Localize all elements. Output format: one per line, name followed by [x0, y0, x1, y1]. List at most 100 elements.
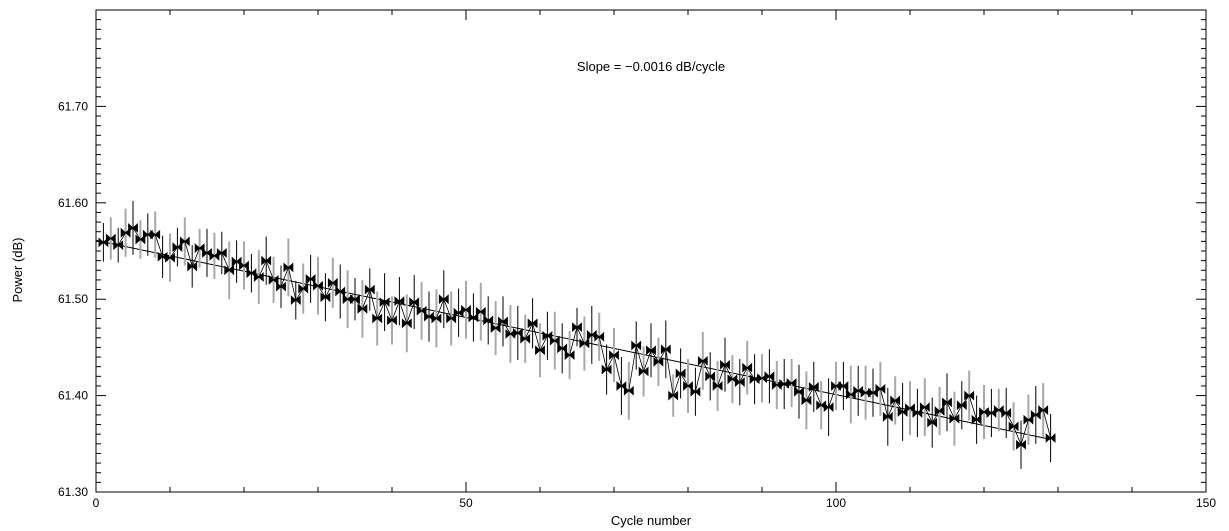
slope-annotation: Slope = −0.0016 dB/cycle	[577, 59, 725, 74]
data-point	[816, 400, 827, 411]
data-point	[616, 381, 627, 391]
data-point	[823, 402, 834, 413]
data-point	[387, 315, 397, 326]
data-point	[483, 315, 494, 326]
data-point	[949, 413, 960, 424]
data-point	[128, 222, 138, 233]
data-point	[786, 378, 797, 388]
data-point	[438, 294, 449, 305]
data-point	[549, 335, 560, 346]
data-point	[727, 374, 738, 385]
data-point	[971, 414, 982, 425]
data-point	[905, 403, 915, 414]
data-point	[401, 318, 412, 329]
data-point	[246, 268, 257, 279]
data-point	[572, 322, 582, 333]
data-point	[838, 381, 849, 391]
data-point	[683, 381, 693, 391]
data-point	[668, 390, 679, 401]
data-point	[675, 368, 686, 379]
data-markers	[98, 222, 1056, 450]
data-point	[808, 382, 819, 392]
data-point	[224, 265, 235, 276]
data-point	[216, 248, 227, 258]
data-point	[564, 350, 575, 361]
data-point	[261, 255, 272, 266]
y-tick-label: 61.40	[58, 389, 88, 403]
data-point	[157, 251, 168, 262]
data-point	[320, 292, 331, 303]
x-tick-label: 50	[459, 496, 473, 510]
data-point	[372, 313, 383, 324]
data-point	[638, 366, 649, 377]
data-point	[276, 281, 286, 292]
data-point	[712, 381, 723, 391]
data-point	[1038, 405, 1049, 415]
data-point	[461, 304, 471, 315]
data-point	[890, 395, 901, 406]
data-point	[764, 371, 775, 382]
data-point	[653, 356, 664, 367]
data-point	[934, 406, 945, 416]
data-point	[142, 229, 153, 240]
data-point	[660, 344, 671, 355]
data-point	[831, 381, 841, 391]
data-point	[919, 402, 930, 413]
data-point	[697, 356, 708, 366]
data-point	[512, 328, 523, 338]
data-point	[327, 277, 338, 288]
data-point	[187, 261, 198, 272]
data-point	[179, 236, 190, 247]
data-point	[342, 294, 353, 305]
data-point	[379, 297, 390, 307]
data-point	[734, 377, 745, 387]
data-point	[305, 274, 316, 284]
data-point	[1008, 421, 1019, 432]
data-point	[690, 386, 701, 397]
data-point	[350, 294, 360, 305]
error-bars	[102, 200, 1052, 469]
data-point	[520, 333, 531, 344]
data-point	[335, 286, 346, 297]
data-point	[1045, 433, 1056, 443]
data-point	[742, 362, 753, 373]
data-point	[623, 385, 634, 396]
y-tick-label: 61.70	[58, 99, 88, 113]
data-point	[609, 350, 619, 361]
data-point	[239, 260, 249, 271]
data-point	[579, 338, 590, 349]
data-point	[594, 331, 605, 342]
y-tick-label: 61.30	[58, 485, 88, 499]
data-point	[875, 383, 886, 394]
data-point	[105, 233, 116, 244]
axis-ticks: 0 50 100 150 61.30 61.40 61.50 61.60 61.70	[58, 9, 1216, 510]
data-point	[409, 297, 420, 307]
data-point	[416, 305, 427, 316]
data-point	[475, 306, 486, 317]
x-tick-label: 150	[1196, 496, 1216, 510]
data-point	[1001, 408, 1012, 418]
data-point	[283, 262, 294, 273]
data-point	[231, 256, 242, 267]
data-point	[631, 340, 642, 351]
data-point	[942, 397, 952, 408]
data-point	[720, 359, 730, 370]
data-point	[882, 411, 893, 422]
data-point	[527, 318, 538, 329]
data-point	[586, 329, 597, 340]
x-tick-label: 100	[826, 496, 846, 510]
data-point	[424, 311, 434, 322]
data-point	[794, 386, 804, 397]
data-point	[253, 272, 264, 282]
data-point	[705, 371, 716, 382]
data-point	[535, 345, 545, 356]
data-point	[956, 400, 967, 411]
y-axis-title: Power (dB)	[10, 237, 25, 302]
data-point	[860, 387, 871, 398]
data-point	[1016, 439, 1026, 450]
data-point	[268, 275, 279, 285]
data-point	[964, 390, 975, 401]
data-point	[364, 284, 375, 295]
data-point	[498, 316, 508, 327]
